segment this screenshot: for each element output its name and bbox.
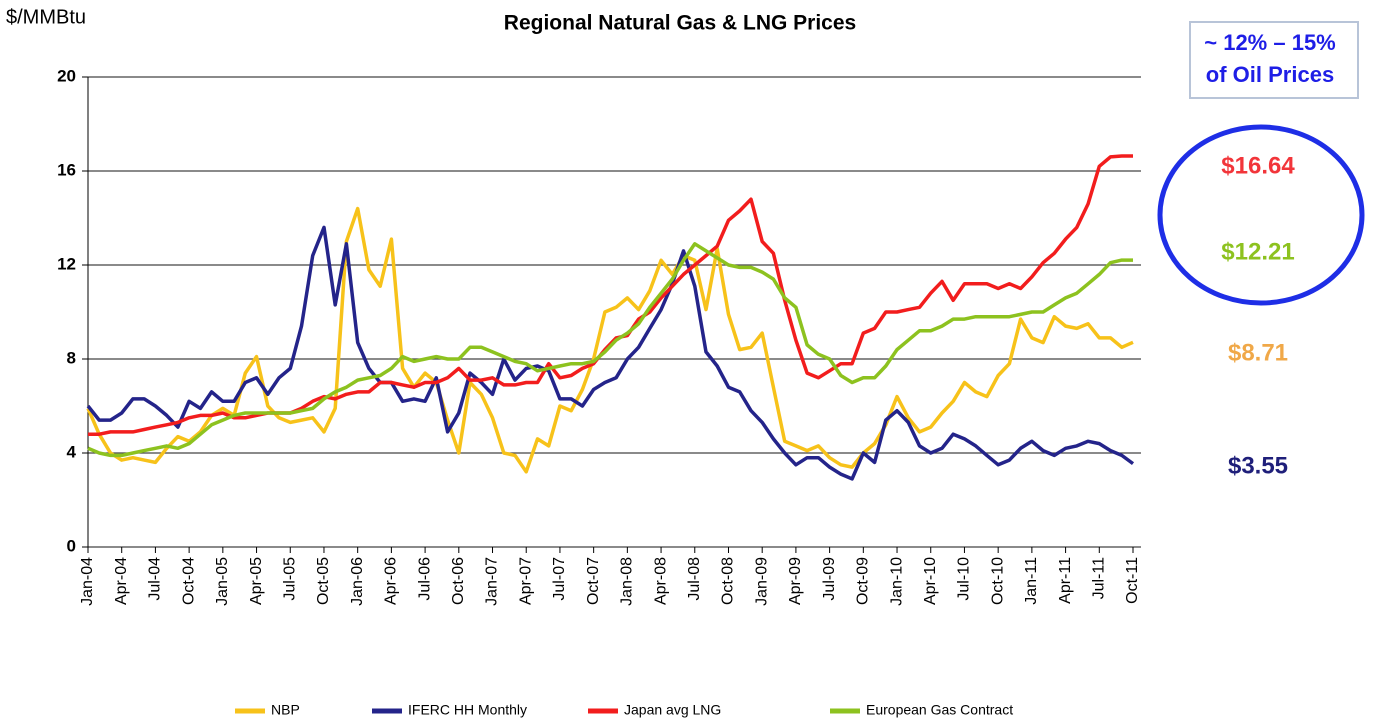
x-tick-label: Jan-09 (753, 557, 770, 606)
x-tick-label: Apr-08 (652, 557, 669, 605)
series-line (86, 206, 1134, 474)
legend-label: IFERC HH Monthly (408, 702, 527, 718)
y-tick-label: 0 (67, 536, 76, 555)
y-axis-label: $/MMBtu (6, 6, 86, 28)
end-value-label: $16.64 (1221, 152, 1295, 179)
x-tick-label: Apr-05 (248, 557, 265, 605)
x-tick-label: Jan-07 (484, 557, 501, 606)
end-value-label: $12.21 (1221, 238, 1294, 265)
x-tick-label: Apr-11 (1057, 557, 1074, 604)
x-tick-label: Jan-06 (349, 557, 366, 606)
y-tick-label: 8 (67, 348, 76, 367)
x-tick-label: Oct-11 (1124, 557, 1141, 604)
callout-text: ~ 12% – 15% (1204, 30, 1335, 55)
x-tick-label: Oct-09 (855, 557, 872, 605)
y-tick-label: 20 (57, 66, 76, 85)
callout-text: of Oil Prices (1206, 62, 1334, 87)
x-tick-label: Jan-05 (214, 557, 231, 606)
x-tick-label: Jan-11 (1023, 557, 1040, 605)
x-tick-label: Oct-08 (720, 557, 737, 605)
y-tick-label: 4 (67, 442, 77, 461)
y-tick-label: 16 (57, 160, 76, 179)
legend-label: European Gas Contract (866, 702, 1013, 718)
x-tick-label: Jul-07 (551, 557, 568, 601)
end-value-label: $3.55 (1228, 452, 1288, 479)
x-tick-label: Oct-05 (315, 557, 332, 605)
x-tick-label: Jul-09 (821, 557, 838, 601)
x-tick-label: Jul-06 (416, 557, 433, 601)
x-tick-label: Apr-04 (113, 557, 130, 605)
x-tick-label: Jul-08 (686, 557, 703, 601)
x-tick-label: Oct-10 (989, 557, 1006, 605)
x-tick-label: Jan-10 (888, 557, 905, 606)
x-tick-label: Jan-08 (619, 557, 636, 606)
x-tick-label: Apr-10 (922, 557, 939, 605)
x-tick-label: Oct-06 (450, 557, 467, 605)
series-line (87, 242, 1133, 458)
x-tick-label: Jan-04 (79, 557, 96, 606)
x-tick-label: Jul-11 (1091, 557, 1108, 599)
chart-title: Regional Natural Gas & LNG Prices (504, 12, 856, 35)
x-tick-label: Jul-10 (956, 557, 973, 601)
callout-box (1189, 21, 1359, 99)
x-tick-label: Jul-04 (147, 557, 164, 601)
x-tick-label: Oct-07 (585, 557, 602, 605)
x-tick-label: Jul-05 (281, 557, 298, 601)
x-tick-label: Oct-04 (180, 557, 197, 605)
end-value-label: $8.71 (1228, 339, 1288, 366)
x-tick-label: Apr-07 (517, 557, 534, 605)
x-tick-label: Apr-09 (787, 557, 804, 605)
highlight-ellipse (1157, 124, 1365, 306)
series-line (86, 225, 1135, 481)
y-tick-label: 12 (57, 254, 76, 273)
legend-label: Japan avg LNG (624, 702, 721, 718)
legend-label: NBP (271, 702, 300, 718)
x-tick-label: Apr-06 (383, 557, 400, 605)
